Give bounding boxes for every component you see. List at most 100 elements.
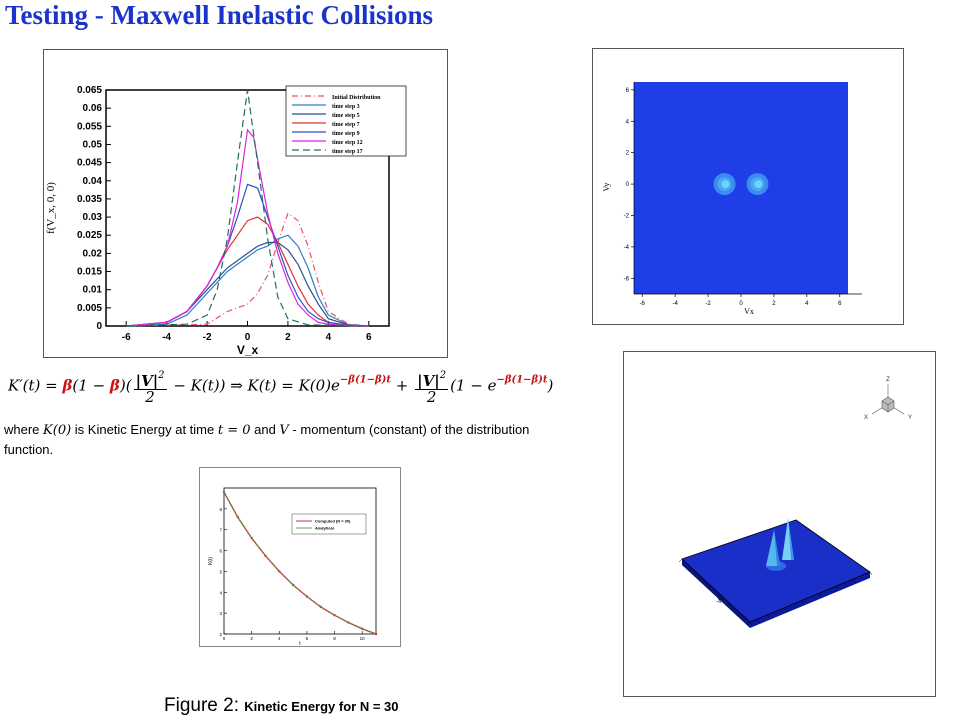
y-tick-label: 0.035	[77, 194, 102, 205]
fraction-numerator: |V|	[417, 372, 440, 390]
formula-beta: β	[109, 376, 120, 395]
y-tick-label: 2	[626, 151, 630, 157]
caption-math: t = 0	[217, 423, 251, 438]
y-axis-label: K(t)	[208, 557, 214, 565]
y-tick-label: 7	[219, 528, 222, 533]
y-tick-label: 0.02	[83, 248, 103, 259]
legend-label-step5: time step 5	[332, 113, 360, 119]
y-tick-label: 0	[626, 182, 630, 188]
x-tick-label: 10	[360, 636, 366, 641]
triad-y-label: Y	[908, 415, 912, 421]
surface-plot: Z X Y Vy	[678, 377, 912, 628]
peak-left-shade	[774, 530, 780, 566]
y-tick-label: -2	[624, 213, 630, 219]
legend-box	[285, 85, 407, 157]
plot-frame	[223, 487, 377, 635]
legend-label-initial: Initial Distribution	[332, 95, 381, 101]
x-tick-label: -2	[203, 332, 212, 343]
formula-fraction: |V|2 2	[133, 370, 167, 406]
x-tick-label: 2	[772, 301, 776, 307]
series-line-initial	[126, 212, 369, 327]
series-line-step12	[126, 128, 369, 327]
y-tick-label: 0.01	[83, 285, 103, 296]
y-tick-label: -4	[624, 245, 630, 251]
legend-label-step17: time step 17	[332, 149, 363, 155]
y-tick-label: 0.06	[83, 103, 103, 114]
triad-cube	[881, 396, 895, 413]
formula-term: +	[391, 376, 414, 395]
x-tick-label: 4	[326, 332, 332, 343]
fraction-denominator: 2	[426, 388, 437, 406]
x-tick-label: -2	[705, 301, 711, 307]
edge-tick	[818, 593, 821, 597]
x-tick-label: 0	[223, 636, 226, 641]
legend-label-computed: Computed (N = 30)	[315, 519, 351, 524]
x-axis-label: t	[299, 641, 301, 646]
slide-title: Testing - Maxwell Inelastic Collisions	[5, 0, 434, 30]
kinetic-energy-formula: K′(t) = β(1 − β)(|V|2 2 − K(t)) ⇒ K(t) = …	[8, 368, 598, 408]
y-tick-label: 0.055	[77, 121, 102, 132]
y-tick-label: 0.025	[77, 230, 102, 241]
formula-term: )(	[119, 376, 132, 395]
y-tick-label: 6	[219, 549, 222, 554]
x-axis-label: V_x	[237, 343, 259, 357]
fraction-denominator: 2	[145, 388, 155, 406]
figure-caption: Figure 2: Kinetic Energy for N = 30	[164, 695, 399, 717]
series-line-step17	[126, 89, 369, 327]
caption-text-part: function.	[4, 442, 54, 457]
x-tick-label: 4	[278, 636, 281, 641]
edge-tick	[835, 586, 838, 590]
x-tick-label: 4	[805, 301, 809, 307]
fraction-numerator: |V|	[135, 372, 159, 390]
edge-tick	[852, 579, 856, 583]
formula-term: − K(t)) ⇒ K(t) = K(0)e	[168, 376, 340, 395]
caption-text-part: - momentum (constant) of the distributio…	[288, 422, 530, 437]
edge-tick	[746, 621, 751, 626]
x-tick-label: -6	[122, 332, 131, 343]
triad-x-label: X	[864, 415, 868, 421]
base-axis-label: Vy	[717, 596, 726, 605]
peak-inner-1	[754, 180, 763, 189]
legend-label-step9: time step 9	[332, 131, 360, 137]
edge-tick	[727, 603, 731, 608]
y-tick-label: 0.03	[83, 212, 103, 223]
y-tick-label: 0.005	[77, 303, 102, 314]
formula-exponent: −β(1−β)t	[496, 374, 548, 386]
series-line-computed	[223, 491, 377, 635]
y-tick-label: 8	[219, 507, 222, 512]
edge-tick	[737, 612, 741, 617]
triad-cube-edge	[887, 400, 895, 406]
edge-tick	[707, 585, 712, 590]
series-line-step7	[126, 216, 369, 327]
triad-z-label: Z	[886, 377, 890, 383]
legend-label-step7: time step 7	[332, 122, 360, 128]
distribution-chart: -6 -4 -2 0 2 4 6 0 0.005 0.01 0.015 0.02 0.025 0.03 0.…	[45, 85, 407, 357]
x-tick-label: 2	[250, 636, 253, 641]
formula-fraction: |V|2 2	[415, 370, 449, 406]
caption-math: K(0)	[43, 423, 72, 438]
triad-cube-edge	[881, 400, 889, 406]
x-tick-label: 6	[306, 636, 309, 641]
caption-math: V	[279, 423, 289, 438]
x-tick-label: -6	[640, 301, 646, 307]
series-line-step5	[126, 241, 369, 327]
x-tick-label: 6	[838, 301, 842, 307]
series-line-step3	[126, 234, 369, 327]
surface-plot-panel: Z X Y Vy	[623, 351, 936, 697]
legend-box	[291, 513, 367, 535]
peak-inner-0	[721, 180, 730, 189]
y-tick-label: 0.05	[83, 139, 103, 150]
series-line-analytical	[223, 491, 377, 635]
figure-caption-colon: :	[233, 695, 245, 716]
caption-text-part: is Kinetic Energy at time	[71, 422, 218, 437]
x-tick-label: 0	[739, 301, 743, 307]
plane-side-left	[682, 559, 750, 628]
y-axis-label: Vy	[602, 183, 611, 192]
formula-exponent: −β(1−β)t	[339, 374, 392, 386]
edge-tick	[784, 607, 787, 611]
x-tick-label: 6	[366, 332, 372, 343]
caption-text-part: and	[250, 422, 280, 437]
y-tick-label: 0.065	[77, 85, 102, 96]
heatmap-background	[634, 82, 848, 294]
